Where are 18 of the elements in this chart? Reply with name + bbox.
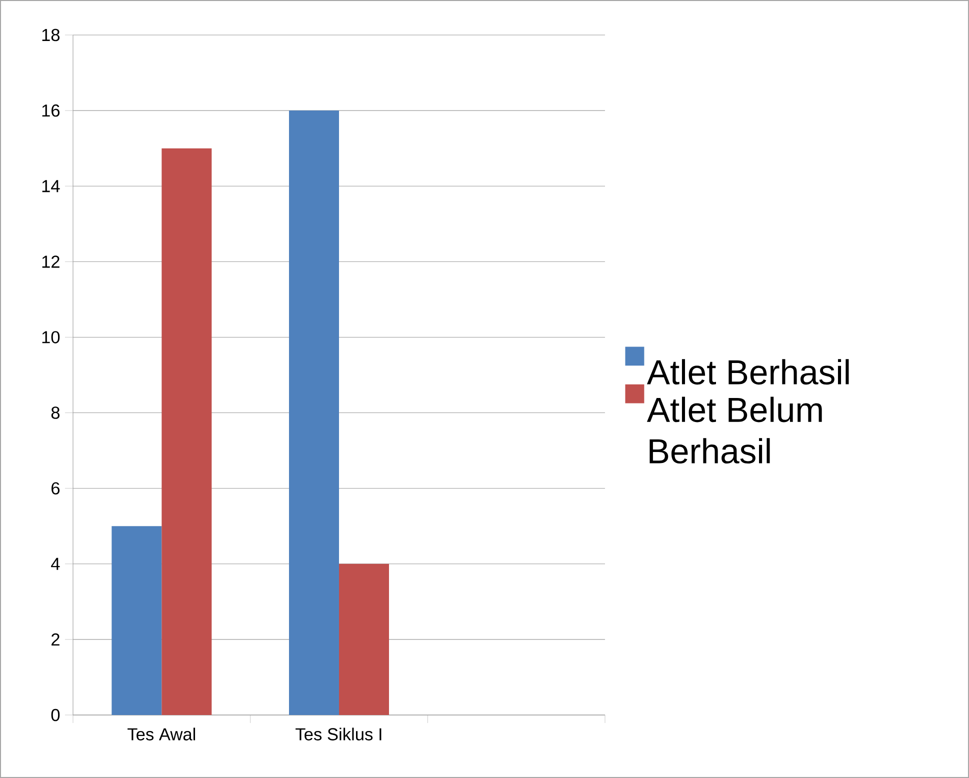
y-tick-label: 6	[52, 482, 60, 494]
y-tick-label: 14	[42, 180, 60, 192]
bar	[162, 148, 212, 715]
bar	[339, 564, 390, 715]
legend-label: Atlet Belum Berhasil	[646, 396, 822, 464]
bar	[112, 526, 162, 715]
y-tick-label: 18	[42, 28, 60, 42]
y-tick-label: 0	[51, 708, 60, 722]
y-tick-label: 10	[42, 331, 60, 344]
bar	[289, 110, 340, 715]
x-tick-label: Tes Awal	[128, 728, 196, 740]
x-tick-label: Tes Siklus I	[296, 728, 382, 740]
legend-label: Atlet Berhasil	[646, 359, 849, 385]
y-tick-label: 16	[42, 104, 60, 117]
y-tick-label: 8	[51, 406, 60, 419]
y-tick-label: 4	[51, 558, 60, 570]
y-tick-label: 12	[42, 256, 60, 268]
y-tick-label: 2	[52, 633, 60, 646]
